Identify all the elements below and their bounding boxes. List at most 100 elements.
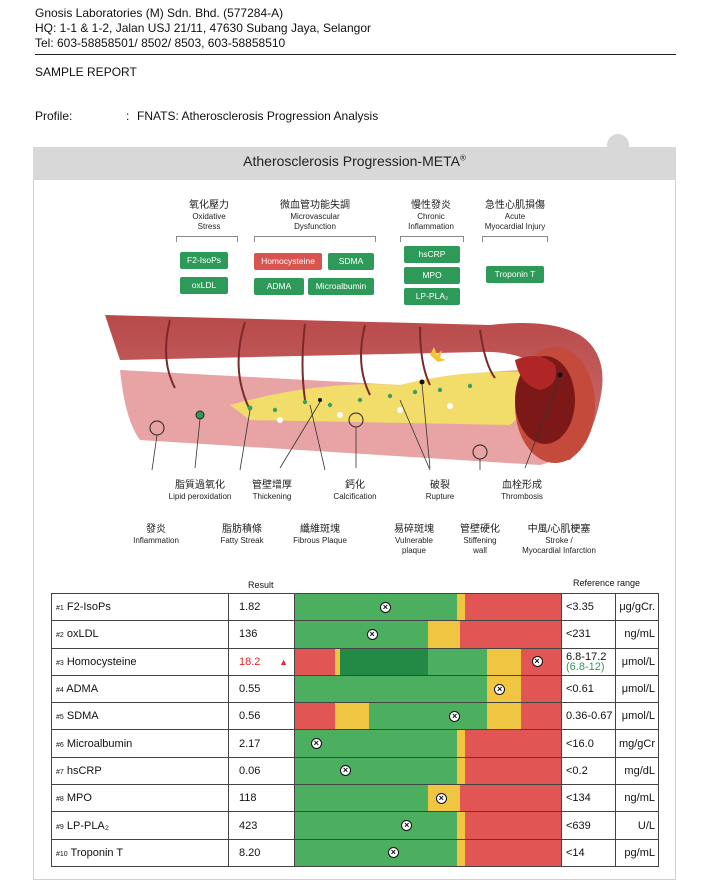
- category-inflammation: 慢性發炎 Chronic Inflammation: [408, 200, 454, 231]
- unit: mg/dL: [624, 764, 655, 777]
- test-name-cell: #8 MPO: [51, 784, 229, 813]
- range-segment-yellow: [334, 648, 341, 675]
- range-segment-red: [295, 648, 335, 675]
- range-segment-red: [465, 757, 561, 785]
- result-value: 1.82: [239, 601, 261, 614]
- reference-range-alt: (6.8-12): [566, 660, 605, 673]
- result-value-cell: 0.55: [228, 674, 295, 704]
- reference-range: <0.2: [566, 764, 588, 777]
- unit: μmol/L: [621, 683, 655, 696]
- range-segment-red: [465, 730, 561, 757]
- range-segment-green: [295, 594, 458, 621]
- range-segment-yellow: [457, 757, 466, 785]
- test-number: #8: [56, 796, 64, 804]
- test-name-cell: #4 ADMA: [51, 674, 229, 704]
- range-bar-cell: ×: [294, 674, 562, 704]
- range-segment-green: [295, 812, 458, 839]
- result-value-cell: 18.2 ▲: [228, 647, 295, 676]
- range-segment-yellow: [486, 648, 522, 675]
- range-segment-yellow: [457, 839, 466, 866]
- test-name: ADMA: [66, 683, 99, 696]
- artery-illustration: [105, 315, 603, 470]
- header-divider: [35, 54, 676, 55]
- range-segment-red: [465, 594, 561, 621]
- lab-address: HQ: 1-1 & 1-2, Jalan USJ 21/11, 47630 Su…: [35, 21, 371, 35]
- reference-range: <134: [566, 792, 591, 805]
- range-segment-green: [295, 785, 428, 812]
- range-bar: ×: [295, 594, 561, 621]
- range-bar-cell: ×: [294, 838, 562, 867]
- test-number: #4: [56, 687, 64, 695]
- table-row: #1 F2-IsoPs 1.82 × <3.35 μg/gCr.: [51, 592, 659, 622]
- unit-cell: mg/gCr: [615, 729, 659, 758]
- range-segment-red: [465, 839, 561, 866]
- caption-fibrous-plaque: 纖維斑塊 Fibrous Plaque: [293, 524, 347, 545]
- reference-range-cell: 6.8-17.2 (6.8-12): [561, 647, 616, 676]
- result-marker-icon: ×: [401, 820, 413, 832]
- marker-oxldl: oxLDL: [180, 277, 228, 294]
- result-marker-icon: ×: [310, 738, 322, 750]
- range-bar-cell: ×: [294, 620, 562, 649]
- result-marker-icon: ×: [379, 601, 391, 613]
- range-bar-cell: ×: [294, 756, 562, 786]
- test-name-cell: #10 Troponin T: [51, 838, 229, 867]
- range-segment-red: [521, 675, 561, 703]
- range-segment-yellow: [334, 703, 370, 730]
- test-name-cell: #9 LP-PLA₂: [51, 811, 229, 840]
- result-value: 2.17: [239, 737, 261, 750]
- caption-thickening: 管壁增厚 Thickening: [252, 480, 292, 501]
- reference-range-cell: <0.61: [561, 674, 616, 704]
- range-bar-cell: ×: [294, 702, 562, 731]
- range-bar-cell: ×: [294, 647, 562, 676]
- caption-vulnerable-plaque: 易碎斑塊 Vulnerable plaque: [394, 524, 434, 555]
- reference-range: <639: [566, 819, 591, 832]
- test-number: #7: [56, 768, 64, 776]
- result-marker-icon: ×: [340, 765, 352, 777]
- table-row: #7 hsCRP 0.06 × <0.2 mg/dL: [51, 756, 659, 786]
- test-name-cell: #2 oxLDL: [51, 620, 229, 649]
- marker-lp-pla2: LP-PLA₂: [404, 288, 460, 305]
- test-name: Troponin T: [70, 846, 124, 859]
- test-number: #10: [56, 850, 68, 858]
- range-segment-green: [295, 839, 458, 866]
- marker-troponin-t: Troponin T: [486, 266, 544, 283]
- reference-range: 0.36-0.67: [566, 710, 613, 723]
- unit: μmol/L: [621, 710, 655, 723]
- reference-range: <0.61: [566, 683, 594, 696]
- result-value: 118: [239, 792, 257, 805]
- result-value-cell: 1.82: [228, 592, 295, 622]
- test-name: F2-IsoPs: [66, 601, 111, 614]
- test-name: SDMA: [66, 710, 99, 723]
- reference-range-cell: <16.0: [561, 729, 616, 758]
- range-bar: ×: [295, 621, 561, 648]
- marker-sdma: SDMA: [328, 253, 374, 270]
- analysis-panel: [33, 180, 676, 880]
- category-bracket: [400, 236, 464, 242]
- unit-cell: ng/mL: [615, 620, 659, 649]
- reference-column-header: Reference range: [573, 578, 641, 588]
- result-value: 8.20: [239, 846, 261, 859]
- category-myocardial: 急性心肌損傷 Acute Myocardial Injury: [484, 200, 546, 231]
- unit: μmol/L: [621, 655, 655, 668]
- banner-title: Atherosclerosis Progression-META®: [243, 153, 466, 169]
- category-oxidative-stress: 氧化壓力 Oxidative Stress: [189, 200, 229, 231]
- unit: ng/mL: [624, 792, 655, 805]
- unit: ng/mL: [624, 628, 655, 641]
- result-marker-icon: ×: [449, 710, 461, 722]
- category-bracket: [176, 236, 238, 242]
- lab-tel: Tel: 603-58858501/ 8502/ 8503, 603-58858…: [35, 36, 286, 50]
- range-bar-cell: ×: [294, 784, 562, 813]
- table-row: #9 LP-PLA₂ 423 × <639 U/L: [51, 811, 659, 840]
- test-name-cell: #5 SDMA: [51, 702, 229, 731]
- result-value-cell: 2.17: [228, 729, 295, 758]
- marker-hscrp: hsCRP: [404, 246, 460, 263]
- result-value-cell: 118: [228, 784, 295, 813]
- range-bar-cell: ×: [294, 811, 562, 840]
- profile-value: FNATS: Atherosclerosis Progression Analy…: [137, 109, 379, 123]
- range-segment-yellow: [457, 594, 466, 621]
- marker-adma: ADMA: [254, 278, 304, 295]
- result-value-cell: 8.20: [228, 838, 295, 867]
- range-segment-green: [369, 703, 487, 730]
- result-marker-icon: ×: [494, 683, 506, 695]
- table-row: #5 SDMA 0.56 × 0.36-0.67 μmol/L: [51, 702, 659, 731]
